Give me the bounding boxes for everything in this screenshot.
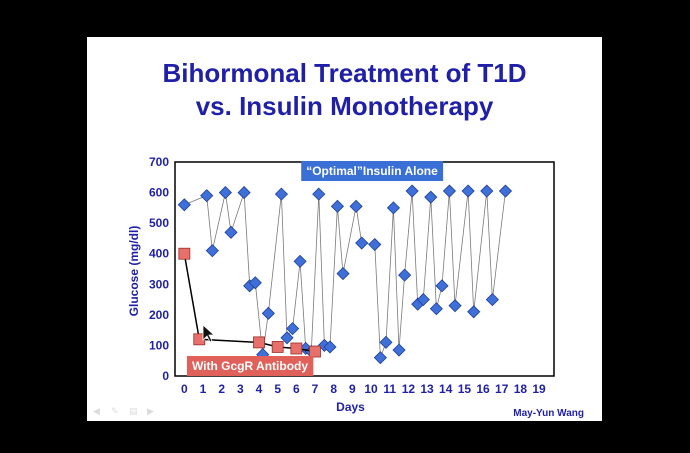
y-tick-label: 100 bbox=[149, 338, 169, 352]
insulin-alone-label-bg bbox=[301, 161, 444, 181]
x-tick-label: 6 bbox=[293, 382, 300, 396]
insulin-alone-point bbox=[429, 302, 443, 316]
insulin-alone-label: “Optimal”Insulin Alone bbox=[301, 161, 444, 181]
gcgr-antibody-point bbox=[309, 345, 321, 358]
insulin-alone-point bbox=[274, 187, 288, 201]
gcgr-antibody-point bbox=[290, 342, 303, 355]
insulin-alone-point bbox=[405, 184, 419, 198]
x-tick-label: 14 bbox=[439, 382, 453, 396]
x-tick-label: 9 bbox=[349, 382, 356, 396]
insulin-alone-point bbox=[498, 184, 513, 198]
insulin-alone-point bbox=[248, 276, 262, 290]
insulin-alone-point bbox=[330, 199, 344, 213]
y-tick-label: 700 bbox=[149, 155, 169, 169]
insulin-alone-point bbox=[349, 199, 363, 213]
insulin-alone-point bbox=[205, 244, 219, 258]
insulin-alone-point bbox=[461, 184, 475, 198]
gcgr-antibody-label-bg bbox=[186, 356, 314, 376]
x-tick-label: 3 bbox=[237, 382, 244, 396]
gcgr-antibody-label-text: With GcgR Antibody bbox=[192, 359, 308, 373]
y-tick-label: 300 bbox=[149, 277, 169, 291]
x-tick-label: 1 bbox=[200, 382, 207, 396]
y-tick-label: 600 bbox=[149, 186, 169, 200]
insulin-alone-point bbox=[261, 306, 275, 320]
x-tick-label: 0 bbox=[181, 382, 188, 396]
insulin-alone-label-text: “Optimal”Insulin Alone bbox=[306, 164, 438, 178]
x-tick-label: 11 bbox=[383, 382, 396, 396]
insulin-alone-point bbox=[398, 268, 412, 282]
gcgr-antibody-point bbox=[193, 333, 206, 346]
pen-icon[interactable]: ✎ bbox=[111, 407, 119, 417]
insulin-alone-point bbox=[312, 187, 326, 201]
next-icon[interactable]: ▶ bbox=[147, 407, 154, 417]
insulin-alone-point bbox=[416, 293, 430, 307]
y-tick-label: 200 bbox=[149, 308, 169, 322]
insulin-alone-point bbox=[435, 279, 449, 293]
insulin-alone-point bbox=[424, 190, 438, 204]
insulin-alone-point bbox=[336, 267, 350, 281]
gcgr-antibody-point bbox=[178, 247, 191, 260]
insulin-alone-point bbox=[442, 184, 457, 198]
y-tick-label: 400 bbox=[149, 247, 169, 261]
insulin-alone-point bbox=[392, 343, 406, 357]
prev-icon[interactable]: ◀ bbox=[93, 407, 100, 417]
x-tick-label: 5 bbox=[274, 382, 281, 396]
gcgr-antibody-point bbox=[271, 341, 284, 353]
y-tick-label: 500 bbox=[149, 216, 169, 230]
insulin-alone-point bbox=[237, 186, 251, 200]
title-line-2: vs. Insulin Monotherapy bbox=[195, 91, 494, 121]
x-tick-label: 8 bbox=[330, 382, 337, 396]
x-tick-label: 4 bbox=[256, 382, 263, 396]
insulin-alone-point bbox=[177, 198, 191, 212]
insulin-alone-point bbox=[224, 225, 238, 239]
mouse-cursor-icon bbox=[202, 324, 216, 343]
insulin-alone-point bbox=[373, 351, 387, 365]
x-tick-label: 13 bbox=[420, 382, 434, 396]
x-tick-label: 19 bbox=[532, 382, 546, 396]
x-tick-label: 7 bbox=[312, 382, 319, 396]
insulin-alone-point bbox=[280, 331, 294, 345]
insulin-alone-point bbox=[480, 184, 494, 198]
insulin-alone-point bbox=[379, 335, 393, 349]
gcgr-antibody-label: With GcgR Antibody bbox=[186, 356, 314, 376]
x-tick-label: 10 bbox=[364, 382, 378, 396]
insulin-alone-point bbox=[200, 189, 214, 203]
insulin-alone-point bbox=[218, 186, 232, 200]
x-axis-label: Days bbox=[336, 400, 365, 414]
x-tick-label: 18 bbox=[514, 382, 528, 396]
y-axis-label: Glucose (mg/dl) bbox=[127, 226, 141, 317]
plot-frame bbox=[174, 161, 555, 377]
slide: 0 100 200 300 400 500 600 700 0 1 2 3 4 5 6 7 8 9 10 11 12 13… bbox=[87, 37, 602, 421]
insulin-alone-point bbox=[355, 236, 369, 250]
insulin-alone-point bbox=[368, 237, 382, 252]
y-tick-label: 0 bbox=[162, 369, 169, 383]
insulin-alone-point bbox=[448, 299, 462, 313]
x-tick-label: 17 bbox=[495, 382, 509, 396]
author-credit: May-Yun Wang bbox=[513, 408, 584, 419]
x-tick-label: 2 bbox=[218, 382, 225, 396]
insulin-alone-point bbox=[323, 340, 337, 354]
menu-icon[interactable]: ▤ bbox=[129, 407, 138, 417]
insulin-alone-point bbox=[286, 322, 300, 336]
x-tick-label: 16 bbox=[476, 382, 490, 396]
x-tick-label: 15 bbox=[458, 382, 472, 396]
insulin-alone-point bbox=[386, 201, 401, 215]
insulin-alone-point bbox=[485, 293, 499, 307]
gcgr-antibody-point bbox=[253, 336, 265, 349]
slide-title: Bihormonal Treatment of T1D vs. Insulin … bbox=[87, 57, 602, 123]
x-tick-label: 12 bbox=[402, 382, 416, 396]
insulin-alone-point bbox=[467, 305, 481, 319]
title-line-1: Bihormonal Treatment of T1D bbox=[162, 58, 527, 88]
slide-controls: ◀ ✎ ▤ ▶ bbox=[93, 408, 159, 417]
insulin-alone-point bbox=[293, 254, 307, 268]
